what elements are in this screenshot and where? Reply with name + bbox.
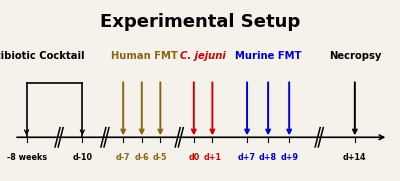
Text: d+14: d+14 bbox=[343, 153, 366, 162]
Text: d+9: d+9 bbox=[280, 153, 298, 162]
Text: Human FMT: Human FMT bbox=[111, 51, 178, 61]
Text: d+1: d+1 bbox=[203, 153, 221, 162]
Text: d-6: d-6 bbox=[134, 153, 149, 162]
Text: d-10: d-10 bbox=[72, 153, 92, 162]
Text: Murine FMT: Murine FMT bbox=[235, 51, 301, 61]
Text: Experimental Setup: Experimental Setup bbox=[100, 13, 300, 31]
Text: Necropsy: Necropsy bbox=[329, 51, 381, 61]
Text: d+8: d+8 bbox=[259, 153, 277, 162]
Text: d-7: d-7 bbox=[116, 153, 130, 162]
Text: -8 weeks: -8 weeks bbox=[6, 153, 47, 162]
Text: d-5: d-5 bbox=[153, 153, 168, 162]
Text: d0: d0 bbox=[188, 153, 200, 162]
Text: d+7: d+7 bbox=[238, 153, 256, 162]
Text: Antibiotic Cocktail: Antibiotic Cocktail bbox=[0, 51, 84, 61]
Text: C. jejuni: C. jejuni bbox=[180, 51, 225, 61]
